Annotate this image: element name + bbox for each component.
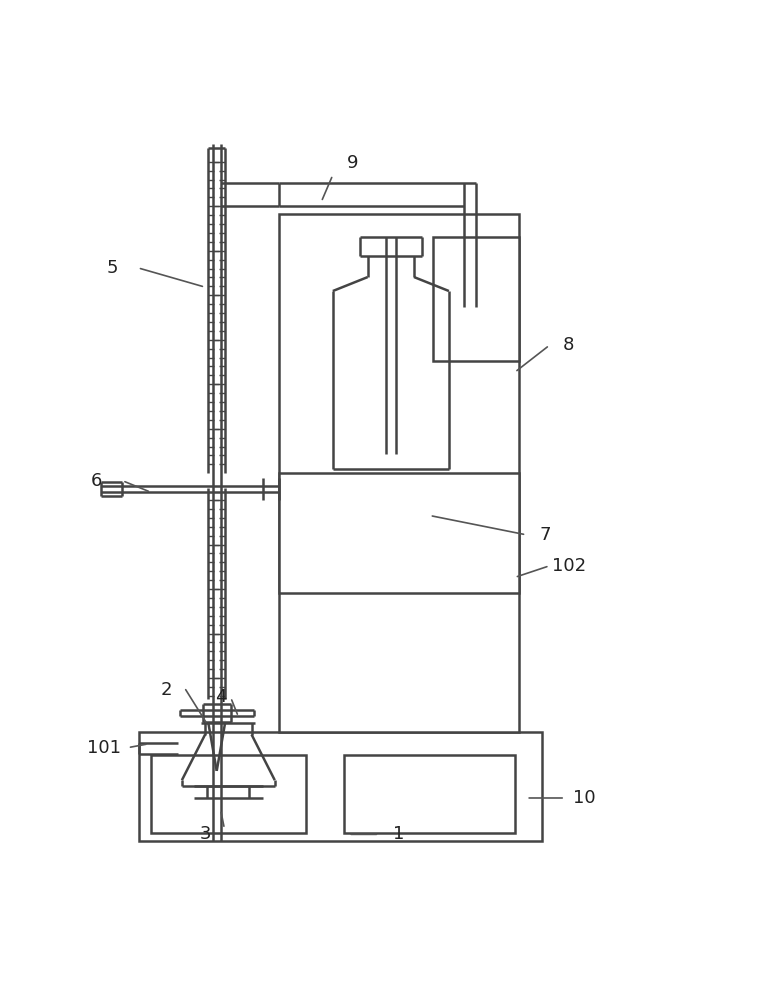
Text: 9: 9: [347, 154, 358, 172]
Bar: [344, 755, 515, 833]
Bar: [279, 473, 519, 593]
Text: 102: 102: [552, 557, 586, 575]
Text: 101: 101: [87, 739, 122, 757]
Text: 3: 3: [200, 825, 211, 843]
Text: 5: 5: [107, 259, 118, 277]
Text: 10: 10: [573, 789, 596, 807]
Bar: [139, 732, 542, 841]
Text: 8: 8: [563, 336, 574, 354]
Text: 4: 4: [215, 688, 226, 706]
Text: 1: 1: [393, 825, 404, 843]
Text: 6: 6: [91, 472, 102, 490]
Text: 2: 2: [161, 681, 172, 699]
Bar: [151, 755, 306, 833]
Bar: [433, 237, 519, 361]
Text: 7: 7: [540, 526, 551, 544]
Bar: [279, 214, 519, 732]
